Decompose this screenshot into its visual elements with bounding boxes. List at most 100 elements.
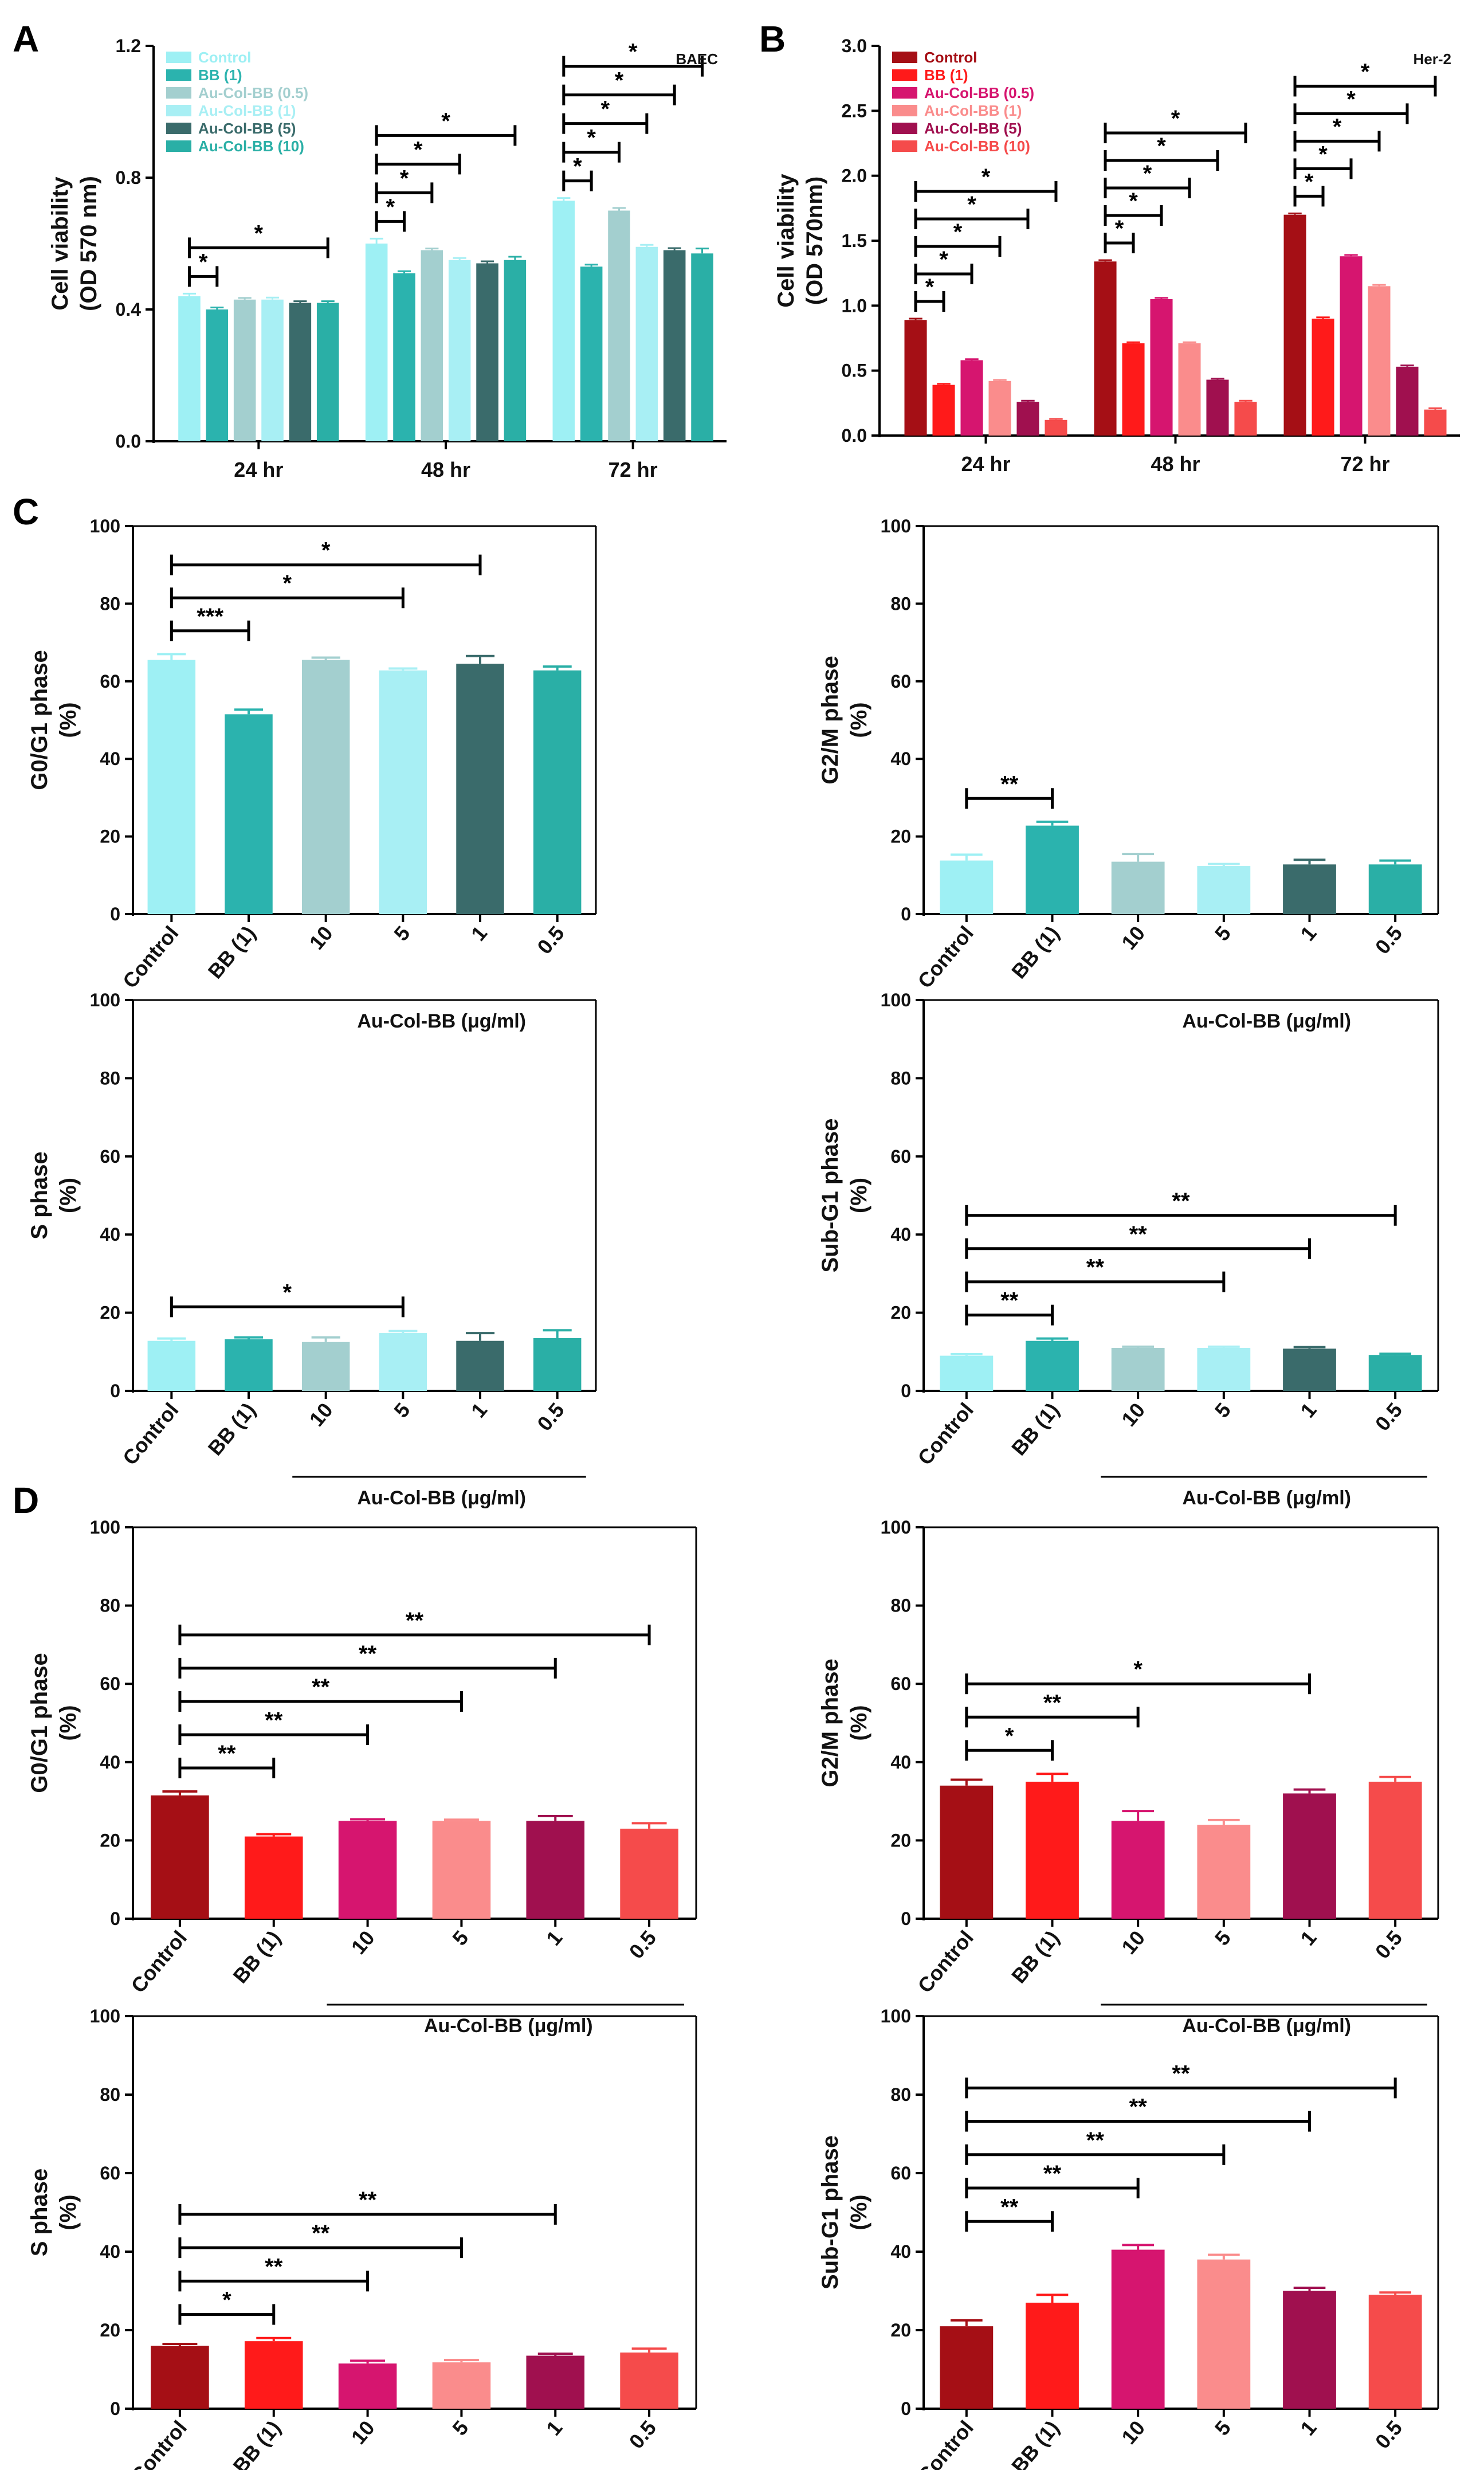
y-tick-label: 0	[901, 1908, 911, 1929]
x-tick-label: Control	[118, 1398, 183, 1469]
significance-label: *	[953, 219, 963, 245]
panel-label-c: C	[13, 491, 39, 532]
significance-label: **	[1000, 771, 1019, 797]
significance-label: *	[1305, 169, 1314, 194]
y-tick-label: 100	[881, 516, 911, 536]
y-tick-label: 60	[100, 2163, 120, 2183]
legend-swatch	[166, 52, 191, 63]
bar-1	[526, 2355, 585, 2409]
chart-title: Her-2	[1414, 50, 1451, 68]
significance-label: *	[321, 538, 331, 563]
significance-label: *	[1171, 106, 1180, 131]
chart-D3: 0 20 40 60 80 100 S phase (%) Control BB (1) 10 5 1 0…	[27, 2006, 697, 2470]
bar-1	[1283, 864, 1336, 914]
bar-bb-1-	[1312, 319, 1334, 436]
y-axis-title: (%)	[56, 1178, 81, 1213]
x-tick-label: 5	[447, 2416, 473, 2440]
legend-swatch	[166, 140, 191, 152]
y-tick-label: 40	[100, 1752, 120, 1773]
legend-swatch	[892, 140, 917, 152]
bar-10	[1111, 861, 1165, 914]
bar-10	[301, 660, 350, 914]
bar-control	[178, 296, 201, 441]
y-axis-title: Sub-G1 phase	[818, 1119, 843, 1273]
significance-label: *	[629, 40, 638, 65]
y-axis-title: (OD 570nm)	[802, 177, 827, 305]
bar-au-col-bb-10-	[504, 260, 527, 441]
x-tick-label: 10	[1117, 922, 1149, 954]
bar-0-5	[1368, 2295, 1422, 2409]
legend-swatch	[892, 123, 917, 134]
significance-label: **	[312, 2221, 330, 2246]
y-tick-label: 1.2	[116, 36, 141, 56]
bar-1	[1283, 1793, 1336, 1919]
bar-au-col-bb-5-	[289, 303, 312, 441]
y-axis-title: S phase	[27, 1151, 52, 1239]
x-tick-label: Control	[913, 1398, 978, 1469]
x-tick-label: BB (1)	[228, 1926, 285, 1988]
x-tick-label: BB (1)	[1007, 1926, 1064, 1988]
bar-10	[301, 1342, 350, 1391]
bar-1	[1283, 1348, 1336, 1391]
bar-au-col-bb-0-5-	[1340, 256, 1363, 436]
bar-au-col-bb-5-	[663, 250, 686, 441]
significance-label: **	[359, 1641, 377, 1667]
y-tick-label: 20	[100, 1303, 120, 1323]
significance-label: *	[587, 126, 596, 151]
x-tick-label: Control	[126, 1926, 191, 1997]
x-tick-label: 1	[1295, 2416, 1321, 2440]
y-axis-title: G2/M phase	[818, 1659, 843, 1787]
y-axis-title: (%)	[846, 2194, 871, 2230]
bar-control	[940, 860, 994, 914]
chart-C4: 0 20 40 60 80 100 Sub-G1 phase (%) Control BB (1)…	[818, 990, 1439, 1509]
bar-5	[379, 670, 427, 914]
group-label: Au-Col-BB (μg/ml)	[1182, 1487, 1351, 1509]
bar-0-5	[1368, 864, 1422, 914]
significance-label: **	[1129, 2095, 1148, 2120]
bar-au-col-bb-0-5-	[1150, 299, 1173, 436]
y-tick-label: 80	[100, 1068, 120, 1088]
significance-label: **	[218, 1741, 236, 1766]
legend-label: Au-Col-BB (0.5)	[924, 84, 1034, 101]
significance-label: *	[222, 2288, 231, 2313]
legend-swatch	[892, 105, 917, 116]
bar-10	[338, 2363, 397, 2409]
y-tick-label: 60	[890, 1146, 911, 1167]
bar-au-col-bb-10-	[691, 253, 713, 441]
group-label: Au-Col-BB (μg/ml)	[424, 2015, 593, 2037]
y-axis-title: G0/G1 phase	[27, 650, 52, 790]
significance-label: *	[1129, 189, 1138, 214]
significance-label: *	[601, 97, 610, 122]
y-tick-label: 100	[90, 990, 120, 1010]
x-tick-label: 5	[1210, 1398, 1235, 1422]
x-tick-label: 0.5	[625, 2416, 661, 2453]
significance-label: **	[1043, 2161, 1062, 2186]
significance-label: **	[1086, 2128, 1105, 2153]
bar-control	[147, 660, 196, 914]
y-tick-label: 20	[890, 2320, 911, 2340]
bar-5	[1197, 1825, 1251, 1919]
y-tick-label: 40	[890, 2241, 911, 2262]
bar-au-col-bb-1-	[988, 381, 1011, 436]
significance-label: **	[1172, 2061, 1190, 2086]
bar-bb-1-	[225, 714, 273, 914]
y-axis-title: Cell viability	[774, 174, 799, 308]
y-tick-label: 0	[110, 904, 120, 924]
bar-control	[151, 1795, 209, 1919]
significance-label: **	[359, 2187, 377, 2213]
significance-label: *	[982, 164, 991, 190]
significance-label: *	[939, 247, 948, 272]
y-tick-label: 0	[901, 1381, 911, 1401]
bar-10	[1111, 2249, 1165, 2409]
group-label: Au-Col-BB (μg/ml)	[357, 1010, 526, 1032]
y-tick-label: 0.4	[116, 299, 142, 320]
significance-label: *	[441, 108, 450, 134]
y-tick-label: 80	[100, 593, 120, 614]
y-tick-label: 80	[100, 1595, 120, 1616]
bar-1	[456, 664, 504, 914]
y-axis-title: (%)	[56, 702, 81, 738]
x-tick-label: 1	[466, 1398, 492, 1422]
significance-label: *	[1346, 87, 1356, 112]
x-tick-label: 10	[347, 2416, 379, 2449]
